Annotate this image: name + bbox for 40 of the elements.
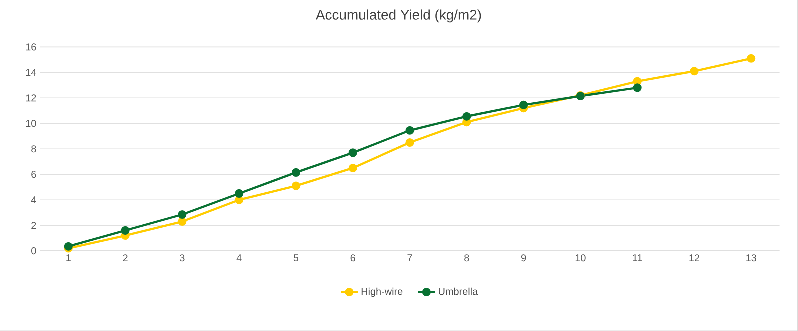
x-tick-label: 10 [576,254,586,262]
chart-title: Accumulated Yield (kg/m2) [316,10,482,23]
y-tick-label: 14 [26,69,36,76]
point [348,148,358,158]
y-tick-label: 10 [26,120,36,128]
point [690,66,699,76]
point [235,189,244,198]
point [406,138,414,147]
point [348,164,358,172]
y-tick-label: 4 [31,196,36,204]
y-tick-label: 0 [32,247,36,254]
x-tick-label: 6 [350,254,356,262]
point [121,226,130,235]
point [406,126,414,135]
legend-label: Umbrella [439,288,478,296]
point [520,100,528,110]
y-tick-label: 8 [32,145,36,153]
y-tick-label: 16 [26,44,36,51]
x-tick-label: 2 [123,254,128,262]
x-tick-label: 4 [236,254,242,262]
x-tick-label: 5 [294,254,299,262]
point [178,210,187,219]
y-tick-label: 6 [32,170,36,178]
y-tick-label: 12 [26,94,36,102]
legend-label: High-wire [362,288,403,298]
y-tick-label: 2 [32,222,36,229]
point [633,84,642,92]
point [292,182,300,190]
point [178,217,187,226]
x-tick-label: 7 [408,254,412,262]
x-tick-label: 1 [66,254,71,262]
point [292,168,300,177]
x-tick-label: 13 [746,254,756,262]
x-tick-label: 8 [464,254,470,262]
x-tick-label: 11 [633,254,642,262]
point [747,54,756,63]
point [462,112,472,121]
x-tick-label: 9 [521,254,526,262]
x-tick-label: 12 [690,254,700,262]
x-tick-label: 3 [180,254,185,262]
